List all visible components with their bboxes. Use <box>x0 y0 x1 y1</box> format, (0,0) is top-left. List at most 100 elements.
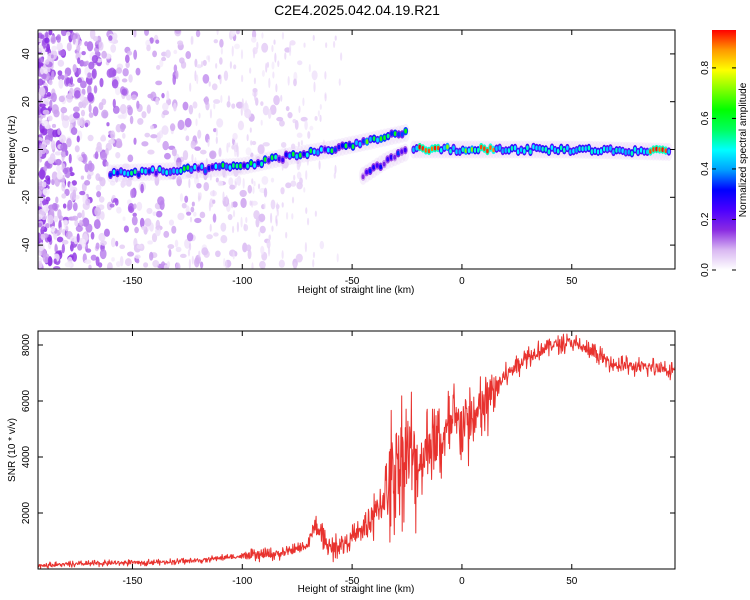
noise-blob <box>174 30 181 34</box>
noise-blob <box>114 86 121 96</box>
noise-blob <box>166 90 170 101</box>
noise-streak <box>191 154 194 163</box>
noise-blob <box>260 101 264 107</box>
noise-blob <box>192 101 198 109</box>
noise-streak <box>188 258 191 269</box>
ridge-core <box>361 174 365 180</box>
noise-blob <box>213 99 221 104</box>
noise-blob <box>184 117 192 128</box>
noise-blob <box>296 171 302 180</box>
noise-blob <box>179 57 185 64</box>
ridge-core <box>288 153 292 159</box>
noise-blob <box>72 252 77 262</box>
noise-streak <box>199 192 202 200</box>
ridge-core <box>203 168 207 174</box>
noise-blob <box>101 109 109 119</box>
noise-blob <box>223 70 229 81</box>
noise-streak <box>195 172 199 180</box>
noise-blob <box>71 215 79 221</box>
ridge-core <box>260 161 264 167</box>
noise-blob <box>87 92 94 102</box>
noise-blob <box>115 151 121 159</box>
colorbar-tick-label: 0.0 <box>700 263 711 277</box>
noise-blob <box>50 140 56 150</box>
noise-blob <box>156 132 161 143</box>
y-tick-label: 2000 <box>21 501 32 524</box>
noise-blob <box>191 201 195 207</box>
ridge-core <box>365 169 369 175</box>
noise-blob <box>212 213 217 223</box>
noise-blob <box>76 135 80 143</box>
noise-blob <box>61 118 70 129</box>
noise-streak <box>224 172 227 179</box>
y-tick-label: 6000 <box>21 389 32 412</box>
noise-blob <box>39 103 46 108</box>
ridge-core <box>393 131 397 137</box>
noise-blob <box>58 134 67 143</box>
noise-blob <box>155 97 160 106</box>
noise-streak <box>268 234 272 241</box>
noise-blob <box>175 246 182 253</box>
ridge-core <box>123 170 127 176</box>
noise-blob <box>50 54 54 59</box>
noise-blob <box>69 236 78 242</box>
noise-blob <box>296 132 303 138</box>
noise-blob <box>216 118 224 128</box>
noise-blob <box>231 103 236 109</box>
noise-streak <box>195 118 198 127</box>
noise-blob <box>176 176 182 187</box>
ridge-core <box>544 146 548 152</box>
noise-blob <box>119 123 127 130</box>
noise-streak <box>240 216 243 228</box>
ridge-core <box>479 144 483 150</box>
noise-blob <box>217 180 224 187</box>
noise-blob <box>39 87 46 96</box>
noise-blob <box>230 30 236 37</box>
ridge-core <box>147 169 151 174</box>
noise-streak <box>275 83 278 93</box>
ridge-core <box>309 148 313 154</box>
noise-streak <box>225 259 228 269</box>
noise-blob <box>60 106 68 114</box>
noise-blob <box>271 61 275 70</box>
y-tick-label: 40 <box>21 48 32 60</box>
noise-streak <box>270 212 273 224</box>
noise-blob <box>294 119 299 130</box>
noise-blob <box>87 134 94 142</box>
noise-blob <box>213 232 219 237</box>
ridge-core <box>161 169 165 174</box>
noise-blob <box>247 184 253 194</box>
noise-blob <box>91 54 99 64</box>
noise-blob <box>212 199 216 204</box>
spectrogram-x-label: Height of straight line (km) <box>298 285 415 296</box>
noise-blob <box>62 203 67 209</box>
noise-streak <box>234 181 237 188</box>
noise-blob <box>88 264 92 269</box>
noise-blob <box>99 248 107 260</box>
noise-blob <box>69 166 73 173</box>
noise-blob <box>107 262 113 269</box>
ridge-core <box>606 146 609 152</box>
ridge-core <box>482 146 486 152</box>
ridge-core <box>433 145 437 151</box>
noise-blob <box>98 196 105 203</box>
ridge-core <box>376 137 380 143</box>
noise-blob <box>152 50 158 58</box>
noise-blob <box>164 152 171 160</box>
noise-streak <box>222 191 225 202</box>
noise-blob <box>262 142 270 147</box>
noise-blob <box>127 106 133 116</box>
noise-blob <box>261 42 269 53</box>
ridge-core <box>165 170 169 175</box>
noise-blob <box>68 153 72 164</box>
noise-blob <box>121 88 128 96</box>
ridge-core <box>602 146 606 152</box>
noise-streak <box>263 203 266 210</box>
noise-blob <box>155 219 161 231</box>
ridge-core <box>421 145 425 151</box>
ridge-core <box>383 135 387 141</box>
noise-blob <box>232 132 238 141</box>
noise-blob <box>122 132 126 139</box>
noise-streak <box>240 49 244 60</box>
noise-streak <box>275 215 278 224</box>
